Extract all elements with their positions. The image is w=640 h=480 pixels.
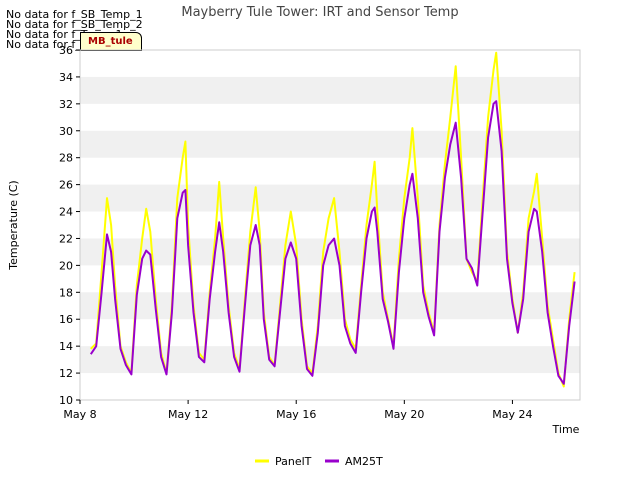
- series-line-am25t: [89, 100, 576, 385]
- y-tick-label: 32: [59, 98, 73, 111]
- y-tick-label: 26: [59, 179, 73, 192]
- background-band: [80, 130, 580, 158]
- x-tick-label: May 12: [168, 408, 208, 421]
- y-tick-label: 28: [59, 152, 73, 165]
- background-band: [80, 76, 580, 104]
- background-band: [80, 346, 580, 374]
- x-tick-label: May 8: [63, 408, 96, 421]
- legend: PanelT AM25T: [255, 455, 383, 468]
- y-tick-label: 16: [59, 313, 73, 326]
- y-axis-label: Temperature (C): [7, 180, 20, 270]
- y-tick-label: 18: [59, 286, 73, 299]
- y-tick-label: 30: [59, 125, 73, 138]
- background-band: [80, 292, 580, 320]
- x-axis-label: Time: [552, 423, 580, 436]
- legend-label-panelt: PanelT: [275, 455, 312, 468]
- y-axis-ticks: 10 12 14 16 18 20 22 24 26 28 30 32 34 36: [59, 44, 80, 407]
- y-tick-label: 20: [59, 259, 73, 272]
- y-tick-label: 12: [59, 367, 73, 380]
- no-data-message-4: No data for f_Temp_2: [6, 38, 123, 51]
- x-tick-label: May 24: [492, 408, 532, 421]
- no-data-message-3: No data for f_Temp_1: [6, 28, 123, 41]
- y-tick-label: 36: [59, 44, 73, 57]
- legend-label-am25t: AM25T: [345, 455, 383, 468]
- x-tick-label: May 16: [276, 408, 316, 421]
- plot-frame: [79, 49, 581, 401]
- y-tick-label: 24: [59, 206, 73, 219]
- x-tick-label: May 20: [384, 408, 424, 421]
- no-data-message-1: No data for f_SB_Temp_1: [6, 8, 143, 21]
- y-tick-label: 14: [59, 340, 73, 353]
- x-axis-ticks: May 8 May 12 May 16 May 20 May 24: [63, 400, 533, 421]
- site-tooltip-label: MB_tule: [88, 36, 133, 47]
- series-lines: [89, 51, 576, 388]
- y-tick-label: 22: [59, 232, 73, 245]
- no-data-message-2: No data for f_SB_Temp_2: [6, 18, 143, 31]
- y-tick-label: 34: [59, 71, 73, 84]
- background-band: [80, 184, 580, 212]
- chart-title: Mayberry Tule Tower: IRT and Sensor Temp: [181, 5, 458, 20]
- y-tick-label: 10: [59, 394, 73, 407]
